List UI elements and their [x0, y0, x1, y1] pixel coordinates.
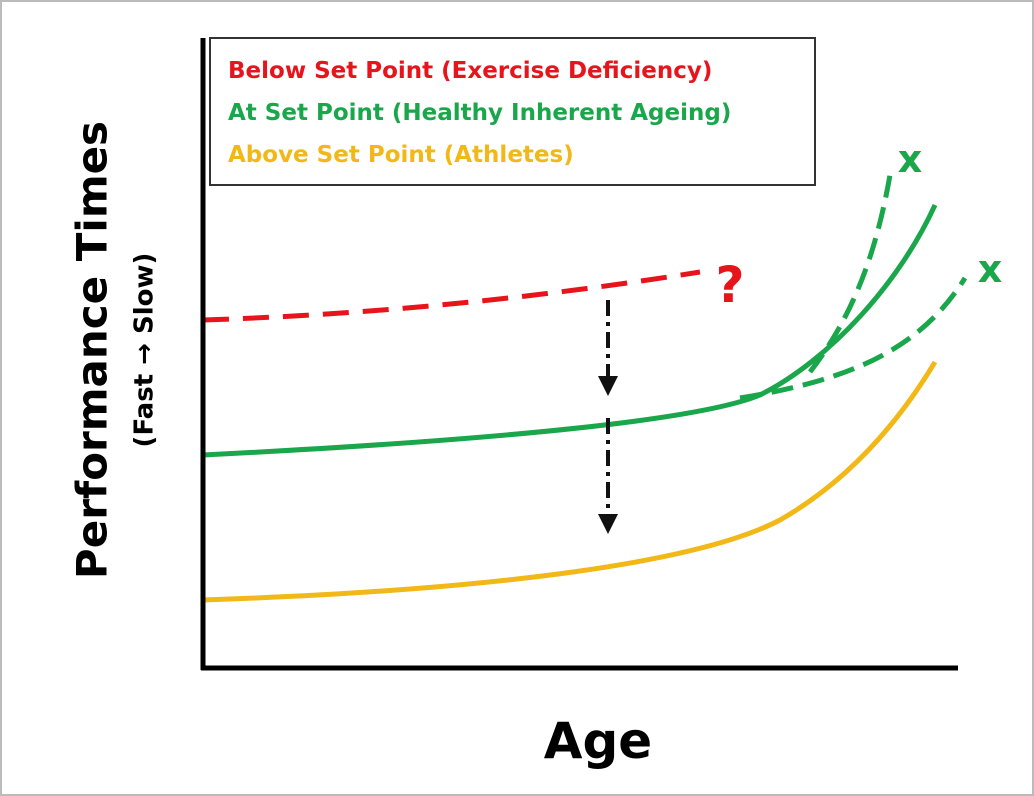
end-marker: x: [898, 137, 923, 181]
legend-box: [209, 37, 816, 186]
end-marker: x: [978, 247, 1003, 291]
green-dashed-upper: [808, 174, 893, 374]
y-axis-sublabel: (Fast → Slow): [130, 253, 160, 448]
legend-entry: Above Set Point (Athletes): [228, 142, 574, 168]
legend-entry: Below Set Point (Exercise Deficiency): [228, 58, 712, 84]
athlete-curve: [202, 360, 938, 603]
question-mark: ?: [715, 256, 744, 314]
set-point-curve: [202, 203, 938, 458]
x-axis-label: Age: [544, 712, 652, 770]
legend-entry: At Set Point (Healthy Inherent Ageing): [228, 100, 731, 126]
green-dashed-lower: [739, 276, 968, 401]
below-curve: [202, 269, 701, 323]
arrow-head: [598, 514, 618, 534]
legend: Below Set Point (Exercise Deficiency) At …: [228, 58, 731, 168]
y-axis-label: Performance Times: [68, 121, 117, 579]
arrow-head: [598, 376, 618, 396]
